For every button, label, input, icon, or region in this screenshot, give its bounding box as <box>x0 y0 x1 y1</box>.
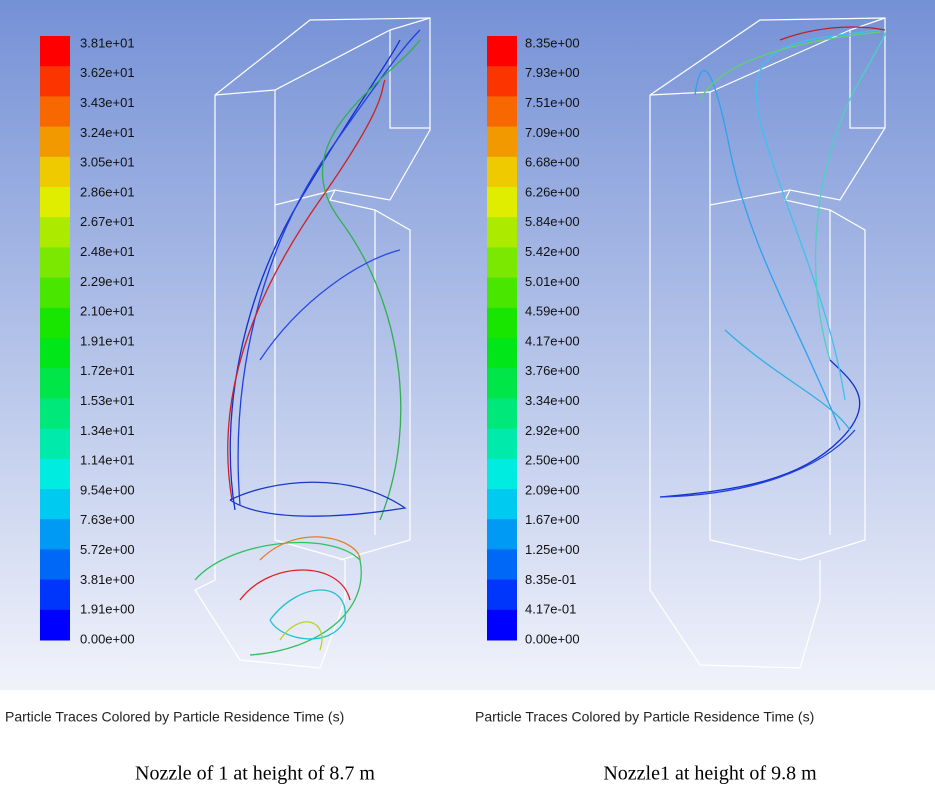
colorbar-label: 6.26e+00 <box>525 184 580 199</box>
colorbar-label: 1.53e+01 <box>80 393 135 408</box>
colorbar-label: 5.42e+00 <box>525 244 580 259</box>
colorbar-band <box>487 459 517 490</box>
colorbar-band <box>40 36 70 67</box>
colorbar-band <box>40 96 70 127</box>
colorbar-band <box>40 398 70 429</box>
plot-title: Particle Traces Colored by Particle Resi… <box>475 709 814 725</box>
colorbar-band <box>487 398 517 429</box>
colorbar-label: 1.91e+01 <box>80 333 135 348</box>
colorbar-band <box>40 429 70 460</box>
colorbar-band <box>40 610 70 641</box>
colorbar-band <box>40 338 70 369</box>
colorbar-label: 3.81e+01 <box>80 35 135 50</box>
colorbar-label: 1.34e+01 <box>80 423 135 438</box>
colorbar-label: 6.68e+00 <box>525 155 580 170</box>
colorbar-band <box>487 187 517 218</box>
colorbar-label: 7.63e+00 <box>80 512 135 527</box>
colorbar-band <box>40 247 70 278</box>
figure-caption: Nozzle of 1 at height of 8.7 m <box>135 763 375 785</box>
colorbar-band <box>40 368 70 399</box>
colorbar-label: 2.67e+01 <box>80 214 135 229</box>
colorbar-label: 0.00e+00 <box>80 631 135 646</box>
colorbar-band <box>40 278 70 309</box>
colorbar-band <box>487 368 517 399</box>
colorbar-band <box>487 217 517 248</box>
colorbar-label: 7.51e+00 <box>525 95 580 110</box>
colorbar-label: 3.76e+00 <box>525 363 580 378</box>
colorbar-label: 2.29e+01 <box>80 274 135 289</box>
colorbar-band <box>40 459 70 490</box>
colorbar-label: 3.81e+00 <box>80 572 135 587</box>
colorbar-label: 7.93e+00 <box>525 65 580 80</box>
colorbar-label: 1.91e+00 <box>80 602 135 617</box>
colorbar-label: 1.67e+00 <box>525 512 580 527</box>
colorbar-band <box>40 489 70 520</box>
colorbar-label: 2.92e+00 <box>525 423 580 438</box>
colorbar-label: 2.10e+01 <box>80 304 135 319</box>
colorbar-band <box>487 96 517 127</box>
colorbar-band <box>487 610 517 641</box>
colorbar-band <box>487 247 517 278</box>
colorbar-band <box>40 187 70 218</box>
colorbar-band <box>487 278 517 309</box>
colorbar-band <box>40 549 70 580</box>
colorbar-label: 4.17e+00 <box>525 333 580 348</box>
colorbar-band <box>487 338 517 369</box>
figure: 3.81e+01 3.62e+01 3.43e+01 3.24e+01 3.05e+01… <box>0 0 935 789</box>
colorbar-band <box>40 127 70 158</box>
viewport-background <box>0 0 935 690</box>
colorbar-label: 5.72e+00 <box>80 542 135 557</box>
colorbar-band <box>487 157 517 188</box>
colorbar-label: 1.25e+00 <box>525 542 580 557</box>
plot-title: Particle Traces Colored by Particle Resi… <box>5 709 344 725</box>
colorbar-band <box>40 157 70 188</box>
colorbar-label: 4.59e+00 <box>525 304 580 319</box>
colorbar-band <box>487 66 517 97</box>
colorbar-label: 4.17e-01 <box>525 602 576 617</box>
colorbar-label: 2.86e+01 <box>80 184 135 199</box>
colorbar-label: 2.48e+01 <box>80 244 135 259</box>
colorbar-band <box>487 580 517 611</box>
colorbar-band <box>40 519 70 550</box>
colorbar-band <box>487 549 517 580</box>
colorbar-band <box>487 519 517 550</box>
colorbar-band <box>40 217 70 248</box>
colorbar-band <box>40 66 70 97</box>
colorbar-band <box>487 489 517 520</box>
colorbar-label: 1.72e+01 <box>80 363 135 378</box>
figure-caption: Nozzle1 at height of 9.8 m <box>603 763 817 785</box>
colorbar-label: 1.14e+01 <box>80 453 135 468</box>
colorbar-label: 2.50e+00 <box>525 453 580 468</box>
colorbar-label: 0.00e+00 <box>525 631 580 646</box>
colorbar-band <box>487 127 517 158</box>
colorbar-label: 8.35e+00 <box>525 35 580 50</box>
colorbar-band <box>487 308 517 339</box>
colorbar-label: 3.24e+01 <box>80 125 135 140</box>
colorbar-band <box>40 308 70 339</box>
colorbar-band <box>487 36 517 67</box>
colorbar-label: 3.05e+01 <box>80 155 135 170</box>
colorbar-label: 8.35e-01 <box>525 572 576 587</box>
colorbar-band <box>40 580 70 611</box>
colorbar-label: 5.01e+00 <box>525 274 580 289</box>
colorbar-label: 2.09e+00 <box>525 482 580 497</box>
colorbar-label: 3.43e+01 <box>80 95 135 110</box>
colorbar-label: 3.62e+01 <box>80 65 135 80</box>
colorbar-band <box>487 429 517 460</box>
colorbar-label: 5.84e+00 <box>525 214 580 229</box>
colorbar-label: 3.34e+00 <box>525 393 580 408</box>
colorbar-label: 7.09e+00 <box>525 125 580 140</box>
colorbar-label: 9.54e+00 <box>80 482 135 497</box>
